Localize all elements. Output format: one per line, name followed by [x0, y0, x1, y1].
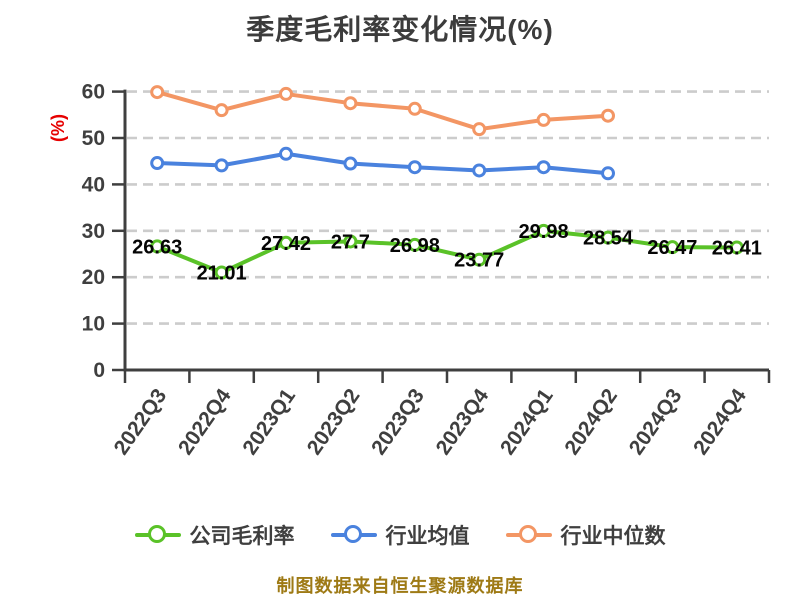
- data-point-label: 26.47: [647, 237, 697, 259]
- data-point-marker: [665, 240, 680, 255]
- data-point-marker: [536, 112, 551, 127]
- data-point-marker: [150, 85, 165, 100]
- x-tick-label: 2024Q3: [625, 385, 687, 459]
- data-point-marker: [279, 146, 293, 161]
- legend-item-1[interactable]: 公司毛利率: [134, 520, 295, 550]
- y-tick-label: 40: [82, 173, 105, 196]
- data-point-marker: [729, 240, 744, 255]
- legend-label: 行业中位数: [560, 525, 666, 548]
- data-point-marker: [601, 166, 615, 181]
- data-point-marker: [343, 234, 358, 249]
- data-point-label: 29.98: [519, 221, 569, 243]
- data-point-label: 28.54: [583, 228, 634, 250]
- data-point-marker: [343, 156, 358, 171]
- x-tick-label: 2022Q3: [110, 385, 172, 459]
- x-tick-label: 2023Q1: [238, 384, 300, 459]
- data-point-marker: [407, 160, 422, 175]
- data-point-label: 26.41: [712, 237, 762, 259]
- chart-title: 季度毛利率变化情况(%): [246, 14, 554, 45]
- legend-label: 公司毛利率: [189, 525, 295, 548]
- data-point-marker: [601, 230, 615, 245]
- data-point-marker: [343, 96, 358, 111]
- data-point-marker: [536, 223, 551, 238]
- data-point-marker: [150, 239, 165, 254]
- y-tick-label: 0: [93, 359, 105, 382]
- data-point-marker: [472, 122, 487, 137]
- legend: 公司毛利率 行业均值 行业中位数: [0, 520, 800, 550]
- data-point-marker: [407, 237, 422, 252]
- legend-marker-circle: [343, 525, 362, 543]
- y-tick-label: 20: [82, 266, 105, 289]
- data-point-label: 27.7: [331, 231, 370, 253]
- data-point-marker: [214, 158, 229, 173]
- y-tick-label: 50: [82, 127, 105, 150]
- data-point-marker: [214, 265, 229, 280]
- data-point-marker: [214, 103, 229, 118]
- legend-item-3[interactable]: 行业中位数: [505, 520, 666, 550]
- x-tick-label: 2022Q4: [174, 384, 236, 459]
- legend-item-2[interactable]: 行业均值: [330, 520, 470, 550]
- data-point-marker: [472, 252, 487, 267]
- x-tick-label: 2024Q2: [560, 385, 622, 459]
- data-point-marker: [472, 163, 487, 178]
- series-line: [155, 90, 610, 132]
- legend-label: 行业均值: [385, 525, 470, 548]
- x-tick-label: 2023Q3: [367, 385, 429, 459]
- x-tick-label: 2024Q4: [689, 384, 751, 459]
- data-point-label: 23.77: [454, 250, 504, 272]
- data-point-marker: [601, 108, 615, 123]
- data-point-marker: [150, 156, 165, 171]
- y-axis-unit-label: (%): [48, 114, 68, 142]
- data-point-label: 26.98: [390, 235, 440, 257]
- legend-marker-circle: [147, 525, 166, 543]
- x-tick-label: 2024Q1: [496, 384, 558, 459]
- legend-line-marker-icon: [505, 524, 552, 546]
- data-source-note: 制图数据来自恒生聚源数据库: [276, 576, 524, 596]
- data-point-label: 21.01: [197, 263, 247, 285]
- series-line: [155, 228, 739, 275]
- legend-marker-circle: [518, 525, 537, 543]
- y-tick-label: 60: [82, 81, 105, 104]
- y-tick-label: 10: [82, 313, 105, 336]
- data-point-marker: [536, 160, 551, 175]
- data-point-label: 27.42: [261, 233, 311, 255]
- data-point-marker: [279, 235, 293, 250]
- data-point-marker: [407, 101, 422, 116]
- legend-line-marker-icon: [134, 524, 181, 546]
- x-tick-label: 2023Q4: [432, 384, 494, 459]
- y-tick-label: 30: [82, 220, 105, 243]
- legend-line-marker-icon: [330, 524, 377, 546]
- data-point-marker: [279, 86, 293, 101]
- series-line: [155, 151, 610, 176]
- x-tick-label: 2023Q2: [303, 385, 365, 459]
- data-point-label: 26.63: [132, 236, 182, 258]
